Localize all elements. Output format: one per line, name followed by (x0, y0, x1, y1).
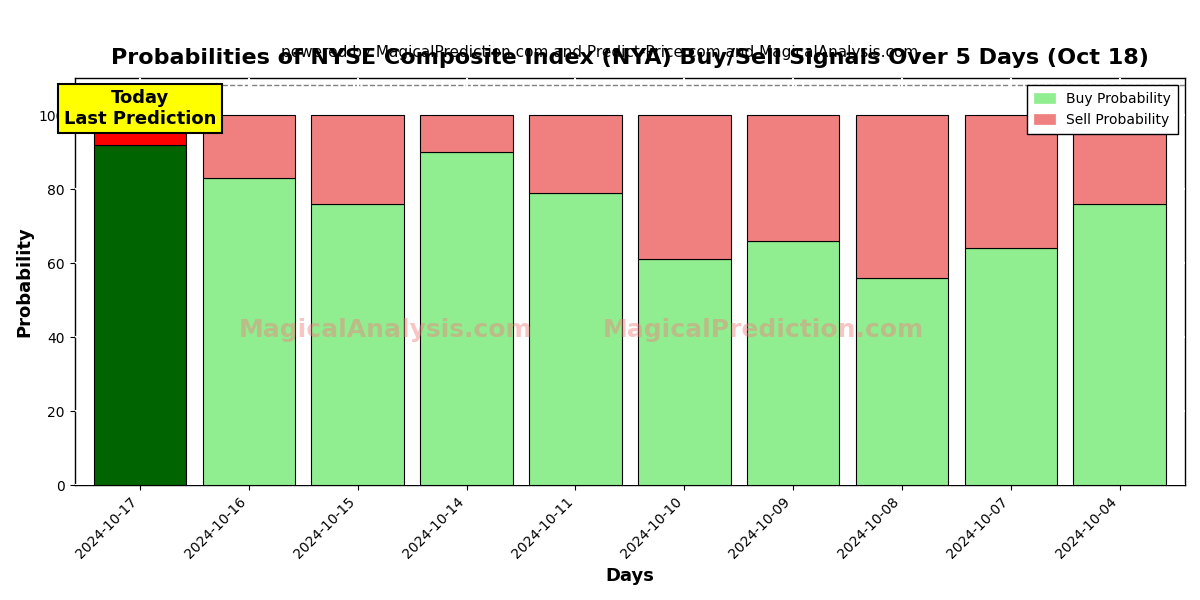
Bar (965, 115, 1057, 248)
Legend: Buy Probability, Sell Probability: Buy Probability, Sell Probability (1027, 85, 1178, 134)
Bar (203, 115, 295, 178)
Text: MagicalAnalysis.com: MagicalAnalysis.com (239, 319, 533, 343)
Bar (856, 115, 948, 278)
Bar (638, 259, 731, 485)
Text: MagicalPrediction.com: MagicalPrediction.com (602, 319, 924, 343)
Text: Today
Last Prediction: Today Last Prediction (64, 89, 216, 128)
Bar (203, 178, 295, 485)
Bar (746, 115, 839, 241)
Bar (965, 248, 1057, 485)
Bar (420, 152, 512, 485)
Bar (420, 115, 512, 152)
Bar (856, 278, 948, 485)
Title: Probabilities of NYSE Composite Index (NYA) Buy/Sell Signals Over 5 Days (Oct 18: Probabilities of NYSE Composite Index (N… (110, 48, 1148, 68)
Bar (312, 115, 404, 204)
Bar (1074, 204, 1166, 485)
Bar (312, 204, 404, 485)
Y-axis label: Probability: Probability (16, 226, 34, 337)
Bar (529, 193, 622, 485)
Bar (94, 115, 186, 145)
Bar (94, 145, 186, 485)
Bar (1074, 115, 1166, 204)
Text: powered by MagicalPrediction.com and Predict-Price.com and MagicalAnalysis.com: powered by MagicalPrediction.com and Pre… (281, 45, 919, 60)
Bar (529, 115, 622, 193)
X-axis label: Days: Days (605, 567, 654, 585)
Bar (638, 115, 731, 259)
Bar (746, 241, 839, 485)
